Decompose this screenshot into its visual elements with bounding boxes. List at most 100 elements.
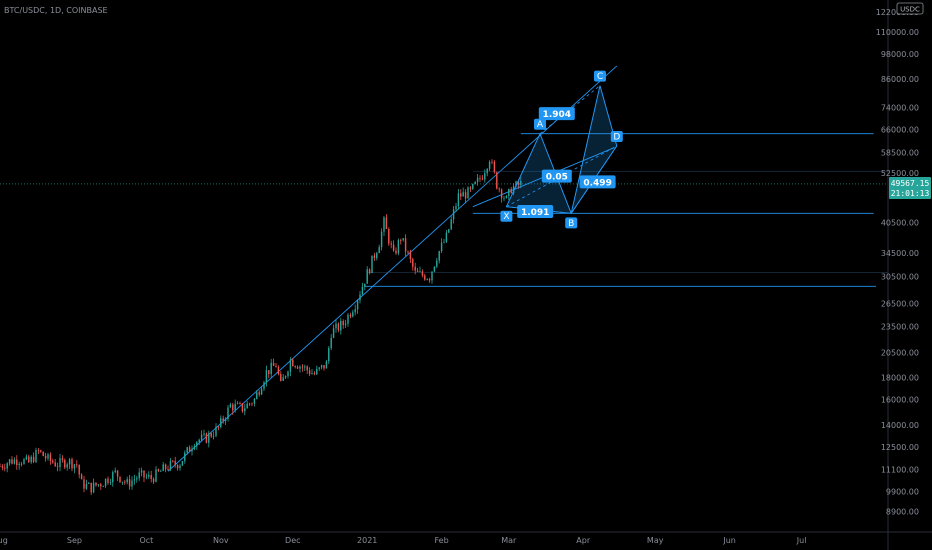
candle-body [251, 403, 253, 405]
candle-body [205, 433, 208, 443]
candle-body [224, 419, 227, 421]
price-tick-label: 20500.00 [881, 348, 919, 357]
candle-body [54, 462, 56, 467]
candle-body [97, 484, 100, 486]
candle-body [292, 359, 294, 367]
pattern-point-b-badge [565, 217, 578, 229]
candle-body [265, 370, 268, 383]
candle-body [23, 459, 25, 464]
candle-body [486, 168, 488, 174]
candle-body [388, 228, 390, 244]
symbol-title: BTC/USDC, 1D, COINBASE [4, 6, 108, 15]
price-tick-label: 11100.00 [881, 466, 919, 475]
price-tag-value: 49567.15 [891, 179, 930, 188]
candle-body [294, 366, 296, 367]
candle-body [176, 465, 179, 469]
candle-body [90, 482, 92, 493]
candle-body [8, 459, 11, 464]
candle-body [145, 476, 148, 478]
candle-body [313, 373, 316, 375]
candle-body [208, 433, 210, 443]
time-tick-label: Oct [139, 536, 153, 545]
pattern-point-a: A [537, 120, 544, 130]
candle-body [193, 446, 196, 449]
candle-body [517, 181, 520, 185]
time-tick-label: Jul [796, 536, 807, 545]
candle-body [452, 209, 455, 220]
candle-body [270, 362, 272, 375]
candle-body [402, 238, 404, 241]
time-tick-label: Aug [0, 536, 8, 545]
time-tick-label: 2021 [357, 536, 377, 545]
candle-body [505, 196, 508, 198]
price-tick-label: 34500.00 [881, 249, 919, 258]
candle-body [121, 481, 124, 483]
price-tick-label: 23500.00 [881, 322, 919, 331]
time-tick-label: Mar [501, 536, 517, 545]
candle-body [474, 181, 476, 184]
candle-body [450, 219, 452, 230]
candle-body [337, 323, 340, 331]
candle-body [472, 183, 474, 189]
candle-body [52, 460, 54, 463]
candle-body [325, 361, 328, 369]
candle-body [203, 433, 205, 435]
candle-body [440, 242, 443, 252]
candle-body [35, 449, 37, 462]
candle-body [131, 480, 133, 487]
candle-body [280, 373, 282, 381]
price-tick-label: 26500.00 [881, 299, 919, 308]
candle-body [508, 188, 510, 197]
candle-body [520, 180, 522, 185]
price-tag-countdown: 21:01:13 [891, 189, 930, 198]
candle-body [155, 469, 157, 482]
price-tick-label: 86000.00 [881, 75, 919, 84]
candle-body [354, 309, 356, 313]
pattern-point-x: X [503, 212, 509, 222]
candle-body [18, 463, 20, 466]
candle-body [340, 321, 342, 331]
candle-body [112, 472, 114, 483]
candle-body [169, 460, 172, 470]
candle-body [37, 449, 40, 451]
candle-body [431, 271, 433, 281]
candle-body [383, 217, 385, 232]
candle-body [419, 271, 421, 273]
candle-body [349, 314, 352, 317]
pattern-ratio-label: 0.499 [583, 178, 611, 188]
candle-body [275, 365, 277, 368]
candle-body [143, 470, 145, 478]
candle-body [47, 454, 49, 459]
candle-body [371, 255, 373, 274]
candle-body [25, 456, 28, 460]
candle-body [140, 470, 143, 473]
candle-body [409, 252, 412, 260]
candle-body [73, 464, 76, 469]
candle-body [188, 447, 191, 452]
candle-body [397, 240, 400, 254]
candle-body [289, 359, 292, 372]
currency-badge[interactable] [896, 2, 924, 15]
candle-body [378, 247, 380, 254]
price-tick-label: 74000.00 [881, 104, 919, 113]
candle-body [59, 458, 61, 468]
candle-body [239, 403, 241, 404]
candle-body [40, 450, 42, 452]
candle-body [184, 452, 186, 462]
candle-body [335, 323, 337, 329]
time-tick-label: May [647, 536, 664, 545]
candle-body [287, 371, 289, 376]
candle-body [68, 459, 71, 465]
candle-body [328, 348, 330, 362]
candle-body [496, 172, 498, 189]
candle-body [56, 466, 59, 468]
candle-body [364, 283, 366, 287]
candle-body [107, 478, 109, 483]
candle-body [1, 466, 4, 468]
candle-body [6, 463, 8, 469]
candle-body [390, 243, 392, 245]
candle-body [0, 466, 1, 467]
candle-body [95, 482, 97, 486]
